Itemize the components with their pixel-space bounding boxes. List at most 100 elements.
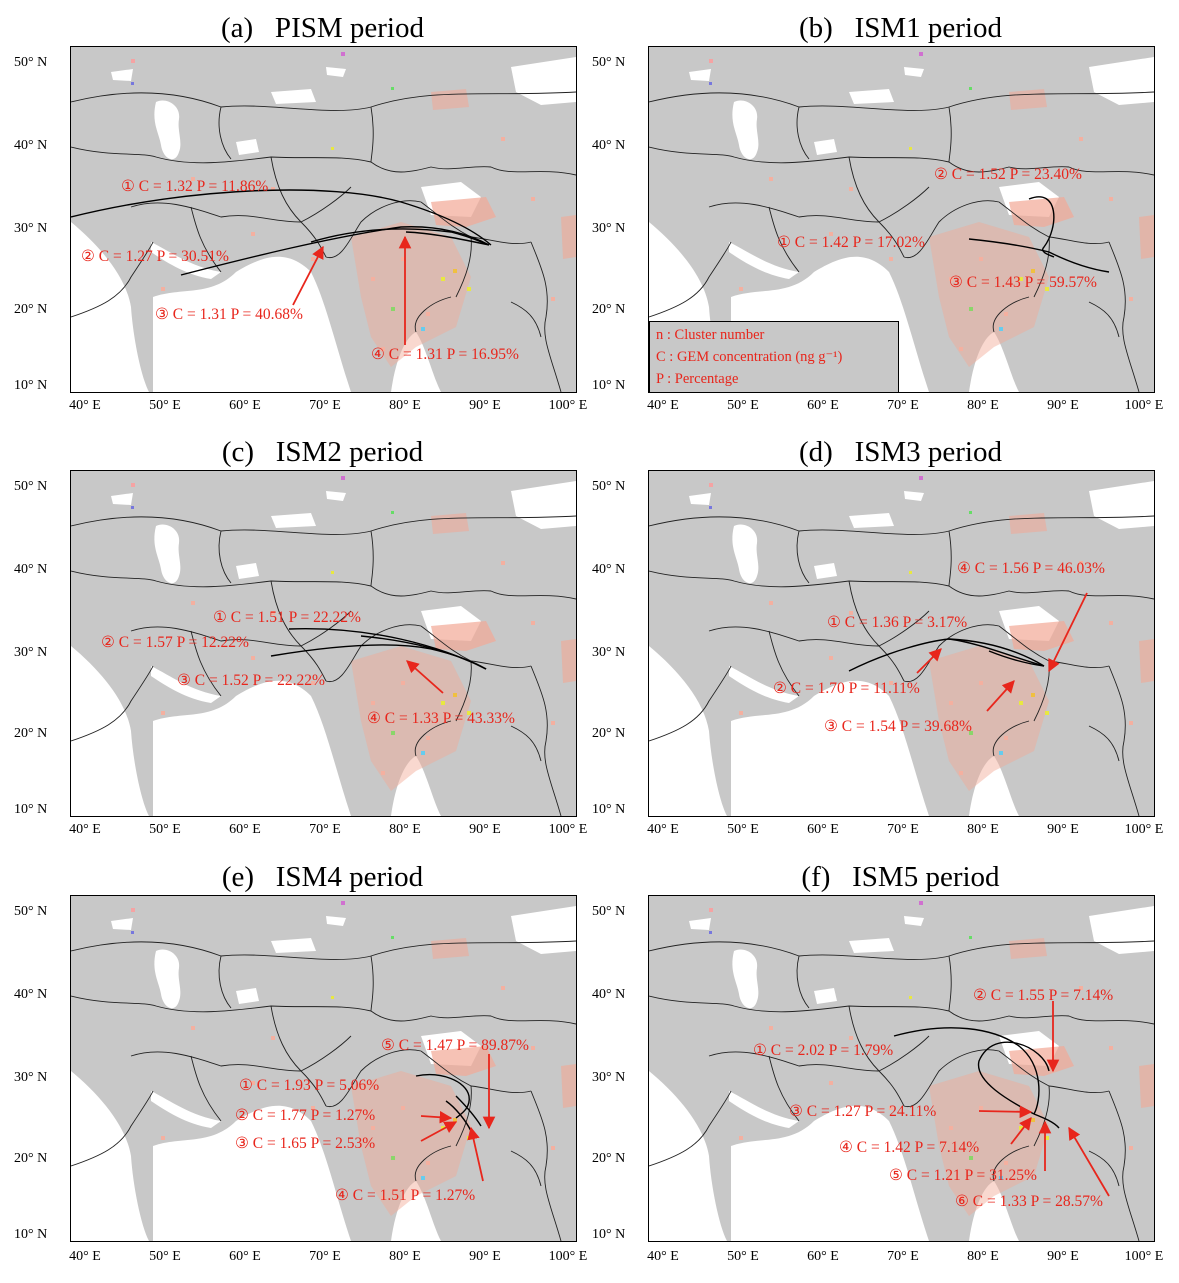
lon-tick: 50° E [727,822,759,837]
trajectories [71,189,492,276]
lon-tick: 100° E [1124,1249,1164,1264]
lat-tick: 20° N [592,726,626,741]
cluster-label: ③ C = 1.43 P = 59.57% [949,274,1097,291]
cluster-label: ⑤ C = 1.47 P = 89.87% [381,1037,529,1054]
panel-title: (c) ISM2 period [221,436,424,468]
map-area: ⑤ C = 1.47 P = 89.87% ① C = 1.93 P = 5.0… [70,895,577,1242]
lon-tick: 90° E [1047,822,1079,837]
cluster-label: ④ C = 1.56 P = 46.03% [957,560,1105,577]
map-area: ② C = 1.55 P = 7.14% ① C = 2.02 P = 1.79… [648,895,1155,1242]
lat-tick: 50° N [592,904,626,919]
lat-tick: 30° N [592,1070,626,1085]
cluster-label: ③ C = 1.65 P = 2.53% [235,1135,376,1152]
lon-tick: 70° E [887,398,919,413]
lon-tick: 90° E [469,822,501,837]
lon-tick: 70° E [309,398,341,413]
lon-tick: 60° E [229,398,261,413]
lon-tick: 100° E [548,398,588,413]
lat-tick: 20° N [592,302,626,317]
lat-tick: 20° N [14,1151,48,1166]
lat-tick: 20° N [14,302,48,317]
lon-tick: 40° E [69,398,101,413]
lon-tick: 60° E [229,822,261,837]
lon-tick: 40° E [647,398,679,413]
cluster-label: ① C = 1.51 P = 22.22% [213,609,361,626]
cluster-label: ③ C = 1.31 P = 40.68% [155,306,303,323]
lon-tick: 40° E [647,1249,679,1264]
map-area: ① C = 1.51 P = 22.22% ② C = 1.57 P = 12.… [70,470,577,817]
cluster-label: ③ C = 1.27 P = 24.11% [789,1103,937,1120]
panel-a: (a) PISM period 50° N 40° N 30° N 20° N … [0,0,600,430]
cluster-label: ① C = 1.42 P = 17.02% [777,234,925,251]
lon-tick: 80° E [967,822,999,837]
lon-tick: 70° E [309,1249,341,1264]
lat-tick: 20° N [14,726,48,741]
lat-tick: 30° N [14,1070,48,1085]
lat-tick: 30° N [592,221,626,236]
panel-c: (c) ISM2 period 50° N 40° N 30° N 20° N … [0,424,600,854]
cluster-label: ① C = 1.32 P = 11.86% [121,178,269,195]
lat-tick: 10° N [14,378,48,393]
lon-tick: 80° E [967,398,999,413]
lon-tick: 80° E [967,1249,999,1264]
lon-tick: 40° E [647,822,679,837]
lon-tick: 50° E [149,822,181,837]
panel-title: (b) ISM1 period [799,12,1002,44]
cluster-label: ③ C = 1.54 P = 39.68% [824,718,972,735]
lat-tick: 10° N [592,378,626,393]
cluster-label: ⑤ C = 1.21 P = 31.25% [889,1167,1037,1184]
lon-tick: 100° E [1124,822,1164,837]
cluster-label: ⑥ C = 1.33 P = 28.57% [955,1193,1103,1210]
lon-tick: 90° E [469,398,501,413]
lon-tick: 50° E [727,398,759,413]
cluster-label: ④ C = 1.33 P = 43.33% [367,710,515,727]
cluster-label: ① C = 1.36 P = 3.17% [827,614,968,631]
lat-tick: 30° N [14,221,48,236]
panel-f: (f) ISM5 period 50° N 40° N 30° N 20° N … [580,849,1179,1283]
panel-title: (d) ISM3 period [799,436,1002,468]
lat-tick: 10° N [592,802,626,817]
lon-tick: 90° E [1047,1249,1079,1264]
cluster-label: ④ C = 1.51 P = 1.27% [335,1187,476,1204]
lon-tick: 60° E [229,1249,261,1264]
cluster-label: ① C = 2.02 P = 1.79% [753,1042,894,1059]
lon-tick: 80° E [389,1249,421,1264]
cluster-label: ① C = 1.93 P = 5.06% [239,1077,380,1094]
cluster-label: ② C = 1.55 P = 7.14% [973,987,1114,1004]
legend: n : Cluster number C : GEM concentration… [649,321,899,392]
panel-title: (f) ISM5 period [801,861,1000,893]
lon-tick: 100° E [548,1249,588,1264]
lat-tick: 50° N [592,55,626,70]
lon-tick: 100° E [548,822,588,837]
lon-tick: 90° E [469,1249,501,1264]
lat-tick: 10° N [14,802,48,817]
lat-tick: 30° N [14,645,48,660]
lat-tick: 50° N [14,479,48,494]
map-area: ④ C = 1.56 P = 46.03% ① C = 1.36 P = 3.1… [648,470,1155,817]
lon-tick: 70° E [887,822,919,837]
cluster-label: ② C = 1.27 P = 30.51% [81,248,229,265]
lon-tick: 60° E [807,822,839,837]
lon-tick: 70° E [887,1249,919,1264]
panel-e: (e) ISM4 period 50° N 40° N 30° N 20° N … [0,849,600,1283]
legend-line: C : GEM concentration (ng g⁻¹) [656,349,843,365]
lon-tick: 40° E [69,1249,101,1264]
lat-tick: 40° N [14,138,48,153]
lat-tick: 10° N [592,1227,626,1242]
lat-tick: 40° N [14,987,48,1002]
legend-line: P : Percentage [656,371,739,387]
lat-tick: 50° N [592,479,626,494]
map-area: ① C = 1.32 P = 11.86% ② C = 1.27 P = 30.… [70,46,577,393]
cluster-label: ② C = 1.52 P = 23.40% [934,166,1082,183]
lat-tick: 40° N [592,562,626,577]
lat-tick: 50° N [14,904,48,919]
cluster-label: ④ C = 1.31 P = 16.95% [371,346,519,363]
lat-tick: 40° N [14,562,48,577]
lat-tick: 50° N [14,55,48,70]
lon-tick: 50° E [149,398,181,413]
lon-tick: 40° E [69,822,101,837]
cluster-label: ② C = 1.57 P = 12.22% [101,634,249,651]
panel-d: (d) ISM3 period 50° N 40° N 30° N 20° N … [580,424,1179,854]
lon-tick: 80° E [389,822,421,837]
lon-tick: 90° E [1047,398,1079,413]
